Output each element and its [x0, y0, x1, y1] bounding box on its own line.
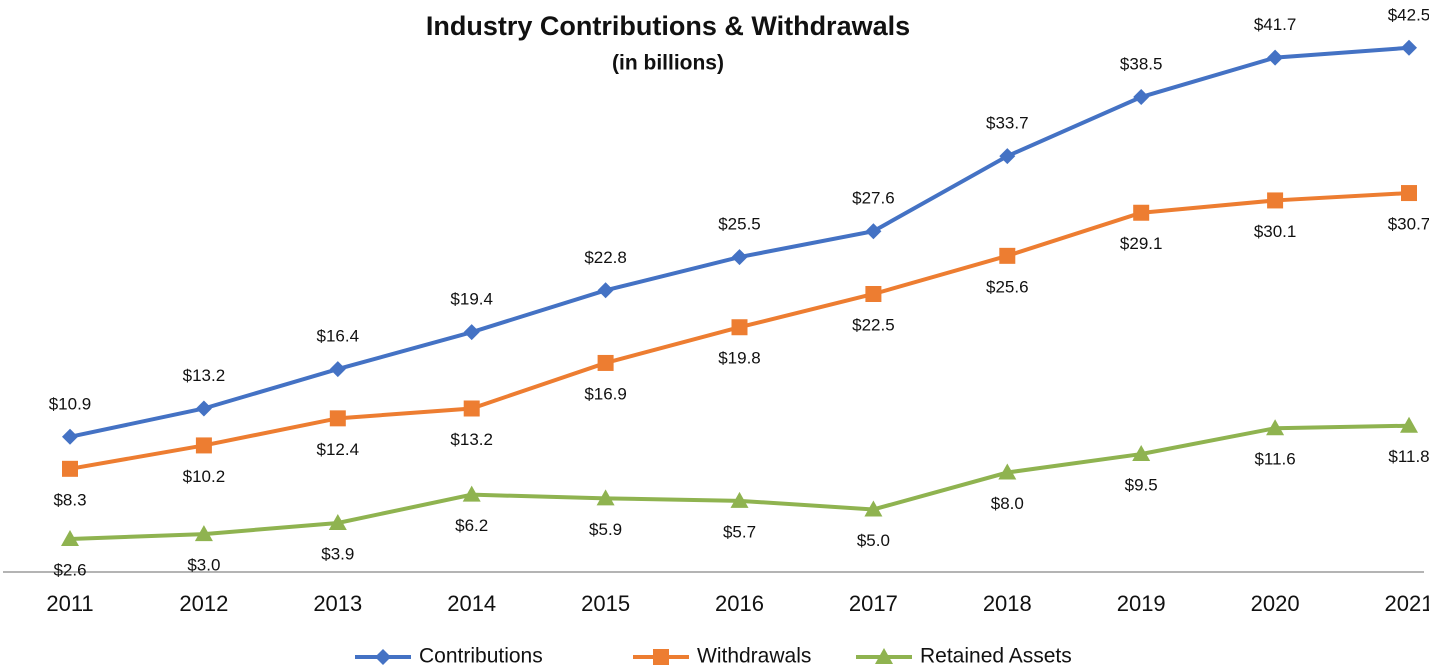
chart-title: Industry Contributions & Withdrawals	[426, 11, 910, 41]
marker	[194, 525, 213, 542]
value-label: $8.3	[53, 490, 86, 509]
value-label: $27.6	[852, 189, 895, 208]
x-tick-label: 2017	[849, 591, 898, 616]
marker	[864, 500, 883, 517]
marker	[195, 437, 212, 454]
marker	[999, 148, 1016, 165]
value-label: $2.6	[53, 560, 86, 579]
value-label: $38.5	[1120, 55, 1163, 74]
x-tick-label: 2020	[1251, 591, 1300, 616]
value-label: $30.7	[1388, 215, 1429, 234]
marker	[730, 491, 749, 508]
x-tick-label: 2012	[179, 591, 228, 616]
x-tick-label: 2011	[46, 591, 93, 616]
legend-label: Contributions	[419, 645, 543, 668]
value-label: $3.9	[321, 544, 354, 563]
marker	[875, 648, 893, 664]
marker	[1401, 39, 1417, 56]
marker	[731, 319, 748, 336]
value-label: $5.7	[723, 522, 756, 541]
x-tick-label: 2014	[447, 591, 496, 616]
value-label: $12.4	[317, 440, 360, 459]
value-label: $16.4	[317, 327, 360, 346]
marker	[328, 513, 347, 530]
value-label: $9.5	[1125, 476, 1158, 495]
chart-subtitle: (in billions)	[612, 52, 724, 75]
value-label: $13.2	[450, 430, 493, 449]
value-label: $22.8	[584, 248, 627, 267]
marker	[1401, 185, 1417, 202]
marker	[1133, 89, 1150, 106]
value-label: $3.0	[187, 556, 220, 575]
value-label: $33.7	[986, 114, 1029, 133]
marker	[1267, 192, 1284, 209]
x-tick-label: 2018	[983, 591, 1032, 616]
marker	[329, 361, 346, 378]
marker	[998, 463, 1017, 480]
marker	[462, 485, 481, 502]
marker	[463, 324, 480, 341]
value-label: $8.0	[991, 494, 1024, 513]
value-label: $10.9	[49, 394, 92, 413]
x-tick-label: 2021	[1385, 591, 1429, 616]
value-label: $5.0	[857, 531, 890, 550]
value-label: $41.7	[1254, 15, 1297, 34]
value-label: $10.2	[183, 467, 226, 486]
marker	[1400, 416, 1418, 433]
marker	[865, 223, 882, 240]
legend-label: Retained Assets	[920, 645, 1072, 668]
value-label: $42.5	[1388, 5, 1429, 24]
marker	[653, 649, 669, 665]
marker	[597, 282, 614, 299]
value-label: $30.1	[1254, 222, 1297, 241]
value-label: $11.6	[1254, 450, 1295, 469]
marker	[1133, 204, 1150, 221]
marker	[375, 649, 391, 665]
marker	[61, 529, 79, 546]
value-label: $19.8	[718, 349, 761, 368]
marker	[731, 249, 748, 266]
value-label: $22.5	[852, 315, 895, 334]
value-label: $11.8	[1388, 447, 1429, 466]
value-label: $16.9	[584, 384, 627, 403]
marker	[62, 460, 78, 477]
x-tick-label: 2013	[313, 591, 362, 616]
marker	[999, 247, 1016, 264]
x-tick-label: 2016	[715, 591, 764, 616]
value-label: $13.2	[183, 366, 226, 385]
value-label: $6.2	[455, 516, 488, 535]
marker	[62, 428, 78, 445]
x-tick-label: 2019	[1117, 591, 1166, 616]
value-label: $5.9	[589, 520, 622, 539]
value-label: $19.4	[450, 290, 493, 309]
marker	[865, 286, 882, 302]
value-label: $25.6	[986, 277, 1029, 296]
marker	[596, 489, 615, 506]
marker	[1132, 445, 1151, 462]
value-label: $29.1	[1120, 234, 1163, 253]
marker	[1266, 419, 1285, 436]
marker	[329, 410, 346, 427]
x-tick-label: 2015	[581, 591, 630, 616]
marker	[597, 354, 614, 371]
marker	[195, 400, 212, 417]
marker	[463, 400, 480, 417]
series-line	[69, 45, 1410, 439]
value-label: $25.5	[718, 215, 761, 234]
marker	[1267, 49, 1284, 66]
legend-label: Withdrawals	[697, 645, 811, 668]
